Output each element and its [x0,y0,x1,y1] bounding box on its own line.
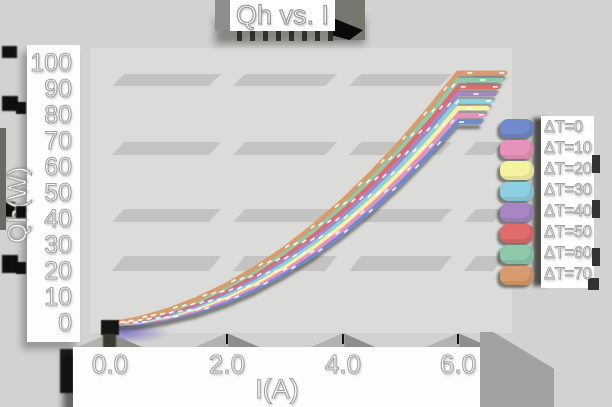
x-tick-mark [226,334,228,344]
legend-item-label: ΔT=60 [544,244,593,262]
x-axis-title: I(A) [255,373,300,404]
grid-band [233,142,337,155]
shadow-smudge [2,255,18,273]
y-tick-label: 20 [44,257,73,285]
shadow-smudge [2,46,17,58]
y-tick-label: 50 [44,179,73,207]
legend-edge-mark [592,155,600,173]
legend-swatch [500,160,534,180]
y-tick-label: 70 [44,127,73,155]
y-tick-mark [16,102,26,114]
legend-item-label: ΔT=10 [544,139,593,157]
grid-band [349,209,452,222]
origin-corner-mark [101,320,119,335]
x-tick-label: 6.0 [439,349,477,379]
grid-band [112,74,221,86]
y-tick-mark [16,262,26,274]
legend-item-label: ΔT=30 [544,181,593,199]
y-tick-label: 10 [44,283,73,311]
legend-item-label: ΔT=50 [544,223,593,241]
grid-band [233,209,337,222]
grid-band [112,256,221,271]
grid-band [112,142,221,155]
legend-swatch [500,244,534,264]
legend-swatch [500,139,534,159]
grid-band [464,209,505,222]
x-tick-mark [457,334,459,344]
legend-item-label: ΔT=0 [544,118,584,136]
x-tick-label: 0.0 [91,349,129,379]
y-tick-label: 0 [58,309,73,337]
legend-swatch [500,118,534,138]
title-shadow-dashes [237,30,337,41]
y-tick-label: 80 [44,101,73,129]
title-box: Qh vs. I [230,0,335,31]
y-tick-label: 100 [30,49,73,77]
legend-item-label: ΔT=20 [544,160,593,178]
legend-edge-mark [588,278,599,290]
legend-swatch [500,181,534,201]
x-axis-label-strip [73,347,480,407]
x-tick-label: 2.0 [208,349,246,379]
y-title-shadow-bar [0,128,6,230]
shadow-smudge [60,349,73,393]
grid-band [349,74,452,86]
shadow-smudge [2,96,18,111]
legend-swatch [500,223,534,243]
title-shadow-left [215,0,233,30]
y-tick-label: 30 [44,231,73,259]
legend-edge-mark [592,200,600,218]
chart-title-block: Qh vs. I [215,0,365,48]
grid-band [464,74,505,86]
legend-edge-mark [592,248,600,266]
y-tick-label: 40 [44,205,73,233]
x-tick-mark [342,334,344,344]
y-tick-label: 90 [44,75,73,103]
grid-band [464,256,505,271]
grid-band [233,256,337,271]
plot-area [90,48,512,333]
y-axis-label-strip [27,45,80,342]
x-tick-label: 4.0 [324,349,362,379]
legend-item-label: ΔT=70 [544,265,593,283]
origin-corner-mark-2 [103,334,116,348]
legend-box [541,116,594,288]
legend-swatch [500,265,534,285]
origin-smear [116,324,170,344]
y-tick-mark [16,206,26,218]
page-title: Qh vs. I [235,0,330,31]
grid-band [349,142,452,155]
grid-band [349,256,452,271]
legend-swatch [500,202,534,222]
y-tick-label: 60 [44,153,73,181]
grid-band [464,142,505,155]
grid-band [233,74,337,86]
grid-band [112,209,221,222]
legend-item-label: ΔT=40 [544,202,593,220]
